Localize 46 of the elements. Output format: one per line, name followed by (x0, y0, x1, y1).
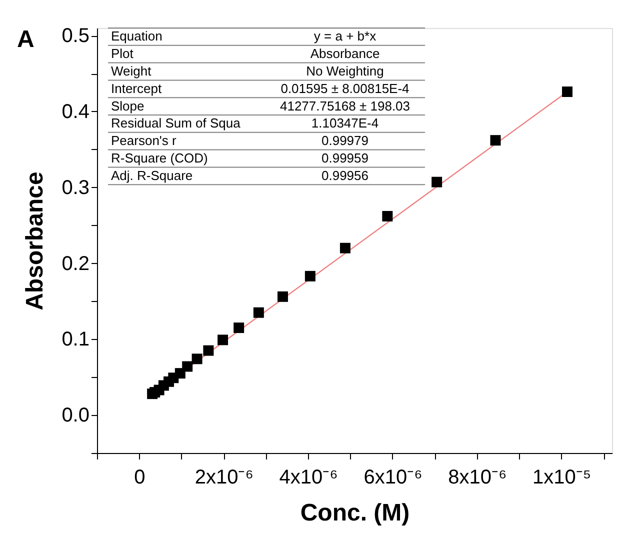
annotation: 41277.75168 ± 198.03 (280, 98, 410, 114)
point (490, 135, 501, 146)
annotation: No Weighting (306, 64, 384, 78)
annotation: 1.10347E-4 (311, 116, 379, 131)
annotation: Absorbance (310, 46, 380, 62)
y-tick-label: 0.4 (62, 100, 90, 123)
annotation: 0.99956 (322, 168, 368, 183)
annotation: y = a + b*x (314, 28, 377, 44)
point (192, 354, 202, 364)
point (182, 361, 193, 372)
annotation: Plot (111, 46, 134, 62)
annotation: Equation (111, 28, 162, 44)
x-tick-label: 6x10⁻⁶ (364, 466, 422, 488)
x-axis-title: Conc. (M) (300, 500, 410, 526)
x-tick-label: 4x10⁻⁶ (279, 466, 338, 488)
point (277, 291, 288, 302)
x-tick-label: 1x10⁻⁵ (532, 466, 592, 488)
point (382, 210, 393, 222)
annotation: Intercept (111, 80, 162, 96)
y-tick-label: 0.2 (62, 252, 90, 275)
x-tick-label: 8x10⁻⁶ (448, 466, 507, 488)
annotation: 0.99979 (322, 133, 368, 148)
point (253, 307, 264, 318)
y-axis-title: Absorbance (22, 172, 49, 310)
point (234, 322, 244, 334)
point (218, 334, 228, 346)
x-tick-label: 0 (134, 466, 146, 488)
annotation: Adj. R-Square (111, 168, 193, 183)
annotation: Weight (111, 64, 152, 78)
annotation: Slope (111, 98, 144, 114)
annotation: 0.01595 ± 8.00815E-4 (280, 80, 410, 96)
y-tick-label: 0.0 (62, 404, 90, 427)
annotation: R-Square (COD) (111, 150, 208, 166)
y-tick-label: 0.5 (62, 25, 90, 48)
point (203, 345, 214, 356)
text: A (17, 26, 34, 53)
point (562, 86, 572, 97)
point (432, 176, 442, 188)
annotation: 0.99959 (322, 150, 368, 166)
annotation: Pearson's r (111, 133, 178, 148)
y-tick-label: 0.1 (62, 328, 90, 351)
x-tick-label: 2x10⁻⁶ (194, 466, 254, 488)
point (304, 270, 316, 282)
annotation: Residual Sum of Squa (111, 116, 242, 131)
point (340, 242, 350, 254)
y-tick-label: 0.3 (62, 176, 90, 199)
